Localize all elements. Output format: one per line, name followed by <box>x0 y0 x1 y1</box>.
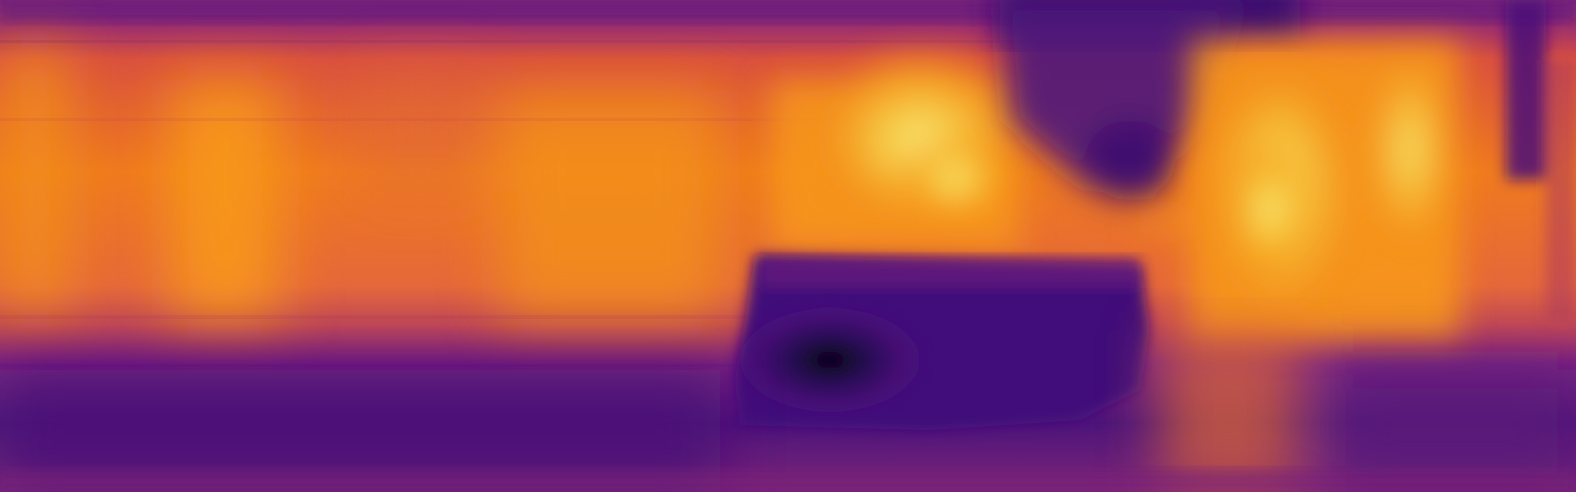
center-dark-block <box>735 255 1150 430</box>
center-bright-hotspot <box>770 50 1030 250</box>
top-dark-band <box>0 0 1576 22</box>
bottom-edge-glow <box>0 470 1576 492</box>
